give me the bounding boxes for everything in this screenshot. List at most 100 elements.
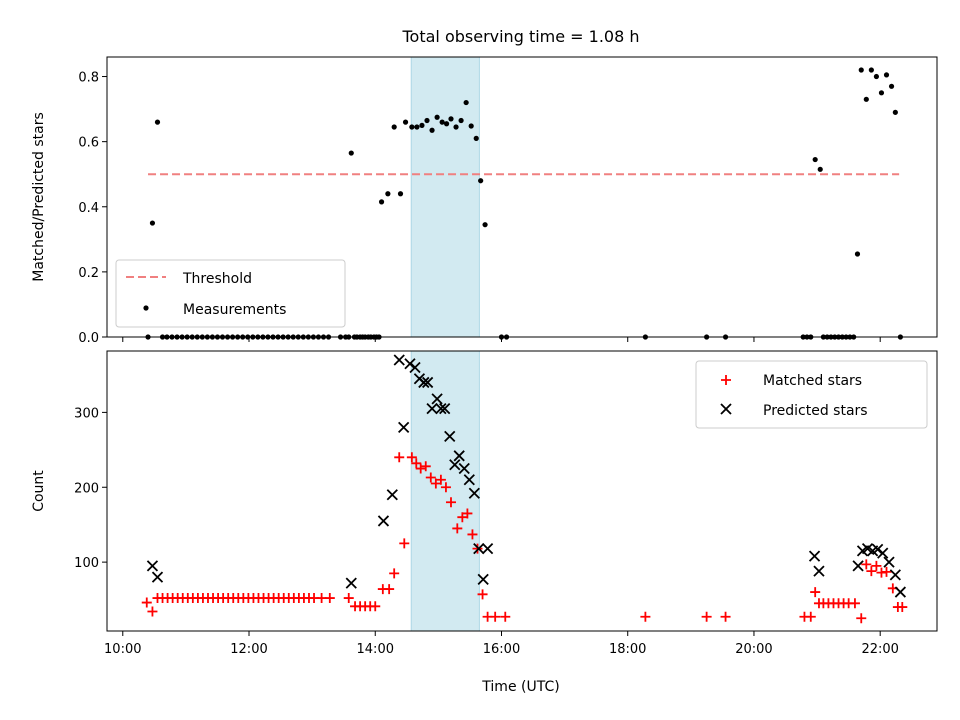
- data-point: [435, 403, 447, 415]
- x-tick-label: 12:00: [230, 642, 267, 657]
- data-point: [883, 72, 890, 78]
- data-point: [894, 586, 907, 598]
- data-point: [411, 458, 422, 469]
- data-point: [858, 67, 864, 73]
- bottom-panel: 100 200 300 10:00 12:00 14:00 16:00 18:00 20:00 2…: [31, 350, 938, 657]
- data-point: [429, 127, 435, 133]
- data-point: [468, 123, 474, 129]
- data-point: [324, 593, 335, 604]
- data-point: [435, 474, 446, 485]
- data-point: [393, 354, 405, 366]
- data-point: [418, 376, 430, 389]
- data-point: [430, 478, 441, 489]
- data-point: [852, 560, 864, 572]
- data-point: [398, 421, 410, 434]
- data-point: [873, 73, 880, 80]
- legend-box: [695, 360, 928, 429]
- data-point: [467, 529, 478, 540]
- data-point: [868, 67, 874, 73]
- data-point: [892, 109, 898, 115]
- data-point: [404, 358, 416, 370]
- data-point: [343, 593, 354, 604]
- data-point: [883, 556, 895, 568]
- data-point: [813, 565, 825, 577]
- data-point: [889, 569, 901, 581]
- legend-matched-swatch: [721, 375, 731, 385]
- y-axis-label: Count: [31, 470, 47, 512]
- y-axis-label: Matched/Predicted stars: [31, 112, 47, 282]
- data-point: [440, 482, 451, 493]
- legend-box: [115, 259, 346, 328]
- data-point: [378, 199, 385, 205]
- data-point: [399, 538, 410, 549]
- data-point: [468, 487, 480, 499]
- data-point: [701, 611, 712, 622]
- data-point: [482, 222, 488, 228]
- data-point: [877, 547, 889, 559]
- data-point: [394, 452, 405, 463]
- y-tick-label: 100: [74, 556, 99, 571]
- series-predicted-stars: [146, 354, 907, 598]
- data-point: [439, 403, 451, 415]
- data-point: [419, 122, 425, 128]
- data-point: [817, 166, 823, 172]
- data-point: [434, 114, 440, 120]
- data-point: [640, 611, 651, 622]
- plot-frame: [106, 350, 938, 632]
- data-point: [473, 543, 485, 555]
- data-point: [397, 191, 404, 197]
- data-point: [415, 463, 426, 474]
- y-tick-label: 0.2: [78, 266, 99, 281]
- data-point: [462, 508, 473, 519]
- data-point: [445, 497, 456, 508]
- legend-matched-label: Matched stars: [763, 373, 862, 389]
- y-tick-label: 0.6: [78, 136, 99, 151]
- data-point: [453, 450, 465, 462]
- data-point: [452, 523, 463, 534]
- legend-predicted-swatch: [720, 403, 732, 415]
- data-point: [888, 83, 895, 89]
- data-point: [854, 251, 861, 257]
- data-point: [449, 459, 461, 471]
- data-point: [453, 124, 459, 130]
- data-point: [402, 119, 409, 125]
- data-point: [409, 361, 421, 374]
- data-point: [720, 611, 731, 622]
- legend-predicted-label: Predicted stars: [763, 403, 868, 419]
- data-point: [151, 571, 164, 583]
- data-point: [425, 472, 436, 483]
- data-point: [856, 613, 867, 624]
- data-point: [409, 124, 415, 130]
- data-point: [878, 90, 885, 96]
- data-point: [389, 568, 400, 579]
- x-axis-label: Time (UTC): [481, 679, 559, 695]
- data-point: [420, 461, 431, 472]
- plot-frame: [106, 56, 938, 338]
- data-point: [444, 430, 456, 442]
- legend-threshold-label: Threshold: [182, 271, 252, 287]
- data-point: [861, 559, 872, 570]
- data-point: [458, 117, 464, 124]
- data-point: [866, 566, 877, 577]
- y-tick-label: 300: [74, 406, 99, 421]
- data-point: [897, 602, 908, 613]
- data-point: [426, 403, 438, 415]
- data-point: [808, 550, 821, 562]
- data-point: [439, 119, 445, 125]
- y-tick-label: 0.8: [78, 71, 99, 86]
- x-tick-label: 16:00: [483, 642, 520, 657]
- data-point: [391, 124, 397, 130]
- y-tick-label: 0.0: [78, 331, 99, 346]
- highlight-span: [410, 56, 480, 338]
- data-point: [385, 191, 391, 197]
- data-point: [881, 566, 892, 577]
- data-point: [414, 124, 420, 130]
- legend: Threshold Measurements: [115, 259, 346, 328]
- data-point: [443, 121, 450, 127]
- x-tick-label: 20:00: [735, 642, 772, 657]
- legend-measurements-label: Measurements: [183, 302, 286, 318]
- data-point: [458, 462, 470, 475]
- data-point: [370, 601, 381, 612]
- data-point: [154, 119, 161, 125]
- data-point: [345, 577, 357, 589]
